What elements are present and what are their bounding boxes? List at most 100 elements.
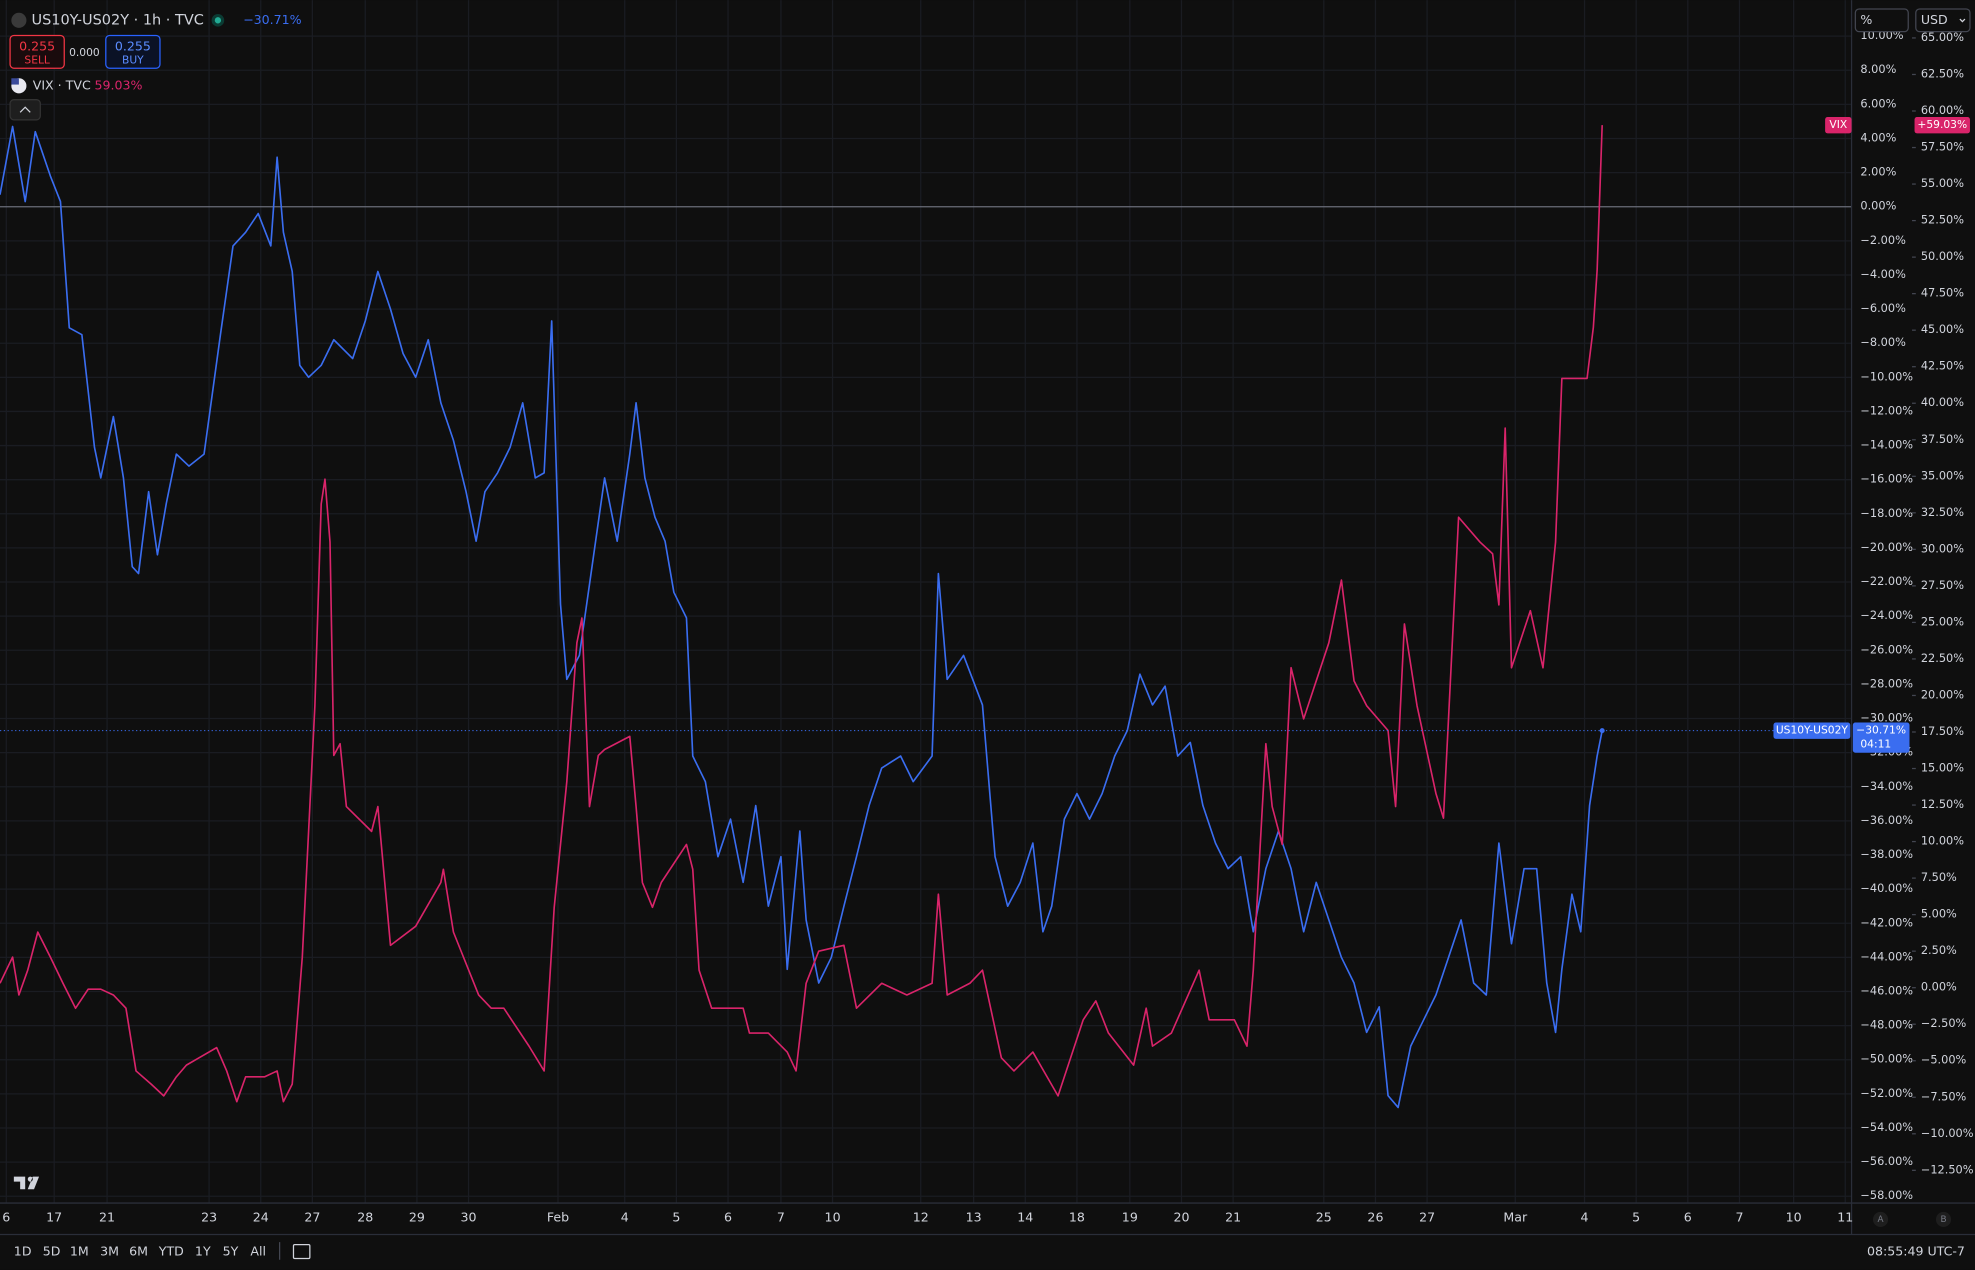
y-tick-label: −58.00% <box>1860 1188 1913 1202</box>
sell-button[interactable] <box>9 34 65 69</box>
y-tick-label: −40.00% <box>1860 881 1913 895</box>
x-tick-label: 27 <box>1419 1210 1435 1225</box>
y2-tick-label: 5.00% <box>1921 907 1957 921</box>
collapse-button[interactable] <box>9 99 41 121</box>
y2-tick-label: 17.50% <box>1921 724 1964 738</box>
x-tick-label: 28 <box>357 1210 373 1225</box>
x-tick-label: 5 <box>672 1210 680 1225</box>
series-tag-label: US10Y-US02Y <box>1776 724 1849 737</box>
y-tick-label: −46.00% <box>1860 984 1913 998</box>
scale-button[interactable] <box>1854 8 1909 33</box>
y2-tick-label: −2.50% <box>1921 1016 1967 1030</box>
x-tick-label: 25 <box>1316 1210 1332 1225</box>
clock: 08:55:49 UTC-7 <box>1867 1244 1965 1259</box>
series-line <box>0 125 1603 1109</box>
x-tick-label: 13 <box>966 1210 982 1225</box>
y-tick-label: −50.00% <box>1860 1052 1913 1066</box>
y2-tick-label: 55.00% <box>1921 176 1964 190</box>
range-button[interactable]: 1D <box>14 1244 32 1259</box>
range-button[interactable]: YTD <box>158 1244 184 1259</box>
x-tick-label: 23 <box>201 1210 217 1225</box>
y2-tick-label: 47.50% <box>1921 286 1964 300</box>
axis-button[interactable] <box>1872 1211 1889 1227</box>
x-tick-label: 4 <box>1581 1210 1589 1225</box>
y2-tick-label: 32.50% <box>1921 505 1964 519</box>
range-button[interactable]: 1Y <box>195 1244 211 1259</box>
series-tag <box>1773 722 1851 739</box>
y-tick-label: 2.00% <box>1860 165 1896 179</box>
calendar-icon[interactable] <box>292 1244 311 1260</box>
countdown: 04:11 <box>1860 738 1891 751</box>
y-tick-label: −30.00% <box>1860 711 1913 725</box>
x-tick-label: 24 <box>253 1210 269 1225</box>
range-button[interactable]: 5Y <box>223 1244 239 1259</box>
range-button[interactable]: 5D <box>43 1244 61 1259</box>
y2-tick-label: 40.00% <box>1921 395 1964 409</box>
spread: 0.000 <box>69 46 100 59</box>
y-tick-label: −16.00% <box>1860 472 1913 486</box>
x-tick-label: 4 <box>621 1210 629 1225</box>
symbol[interactable]: US10Y-US02Y · 1h · TVC <box>31 12 203 28</box>
x-tick-label: 17 <box>46 1210 62 1225</box>
y-tick-label: −14.00% <box>1860 438 1913 452</box>
axis-button-label: A <box>1878 1215 1884 1225</box>
x-tick-label: 14 <box>1017 1210 1033 1225</box>
buy-button[interactable] <box>105 34 161 69</box>
range-button[interactable]: All <box>250 1244 266 1259</box>
series-tag <box>1825 116 1852 134</box>
range-button[interactable]: 6M <box>129 1244 148 1259</box>
y-tick-label: −22.00% <box>1860 574 1913 588</box>
y-tick-label: −18.00% <box>1860 506 1913 520</box>
y2-tick-label: 0.00% <box>1921 980 1957 994</box>
x-tick-label: 10 <box>825 1210 841 1225</box>
y2-tick-label: 10.00% <box>1921 834 1964 848</box>
y2-tick-label: 57.50% <box>1921 140 1964 154</box>
axis-button-label: B <box>1940 1215 1946 1225</box>
x-tick-label: 19 <box>1122 1210 1138 1225</box>
compare-change: 59.03% <box>94 77 142 92</box>
axis-button[interactable] <box>1935 1211 1952 1227</box>
compare-symbol[interactable]: VIX · TVC <box>33 77 91 92</box>
y-tick-label: −6.00% <box>1860 301 1906 315</box>
y2-tick-label: 2.50% <box>1921 943 1957 957</box>
x-tick-label: 21 <box>99 1210 115 1225</box>
range-button[interactable]: 1M <box>70 1244 89 1259</box>
symbol-icon <box>11 12 27 28</box>
flag-icon <box>11 78 19 85</box>
y2-tick-label: 62.50% <box>1921 66 1964 80</box>
y-tick-label: −44.00% <box>1860 949 1913 963</box>
y-tick-label: −48.00% <box>1860 1018 1913 1032</box>
x-tick-label: 7 <box>1735 1210 1743 1225</box>
x-tick-label: 6 <box>1684 1210 1692 1225</box>
buy-price: 0.255 <box>115 38 151 53</box>
x-tick-label: 5 <box>1632 1210 1640 1225</box>
symbol-change: −30.71% <box>243 12 302 27</box>
y2-tick-label: 12.50% <box>1921 797 1964 811</box>
y2-tick-label: −7.50% <box>1921 1089 1967 1103</box>
currency-button[interactable] <box>1915 8 1971 33</box>
x-tick-label: 30 <box>461 1210 477 1225</box>
series-line <box>0 125 1603 1103</box>
y2-tick-label: 7.50% <box>1921 870 1957 884</box>
x-tick-label: 18 <box>1069 1210 1085 1225</box>
x-tick-label: 12 <box>913 1210 929 1225</box>
y2-tick-label: 52.50% <box>1921 213 1964 227</box>
currency-label: USD <box>1921 12 1948 27</box>
range-button[interactable]: 3M <box>100 1244 119 1259</box>
x-tick-label: 26 <box>1367 1210 1383 1225</box>
y-tick-label: −54.00% <box>1860 1120 1913 1134</box>
y-tick-label: −52.00% <box>1860 1086 1913 1100</box>
buy-label: BUY <box>122 54 144 67</box>
x-tick-label: 6 <box>724 1210 732 1225</box>
series-tag-label: VIX <box>1829 118 1847 131</box>
y-tick-label: −26.00% <box>1860 642 1913 656</box>
y2-tick-label: 30.00% <box>1921 541 1964 555</box>
y-tick-label: 4.00% <box>1860 130 1896 144</box>
caret-icon <box>1959 18 1966 23</box>
y2-tick-label: 35.00% <box>1921 468 1964 482</box>
y-tick-label: −24.00% <box>1860 608 1913 622</box>
sell-label: SELL <box>24 54 49 67</box>
y-tick-label: 6.00% <box>1860 96 1896 110</box>
